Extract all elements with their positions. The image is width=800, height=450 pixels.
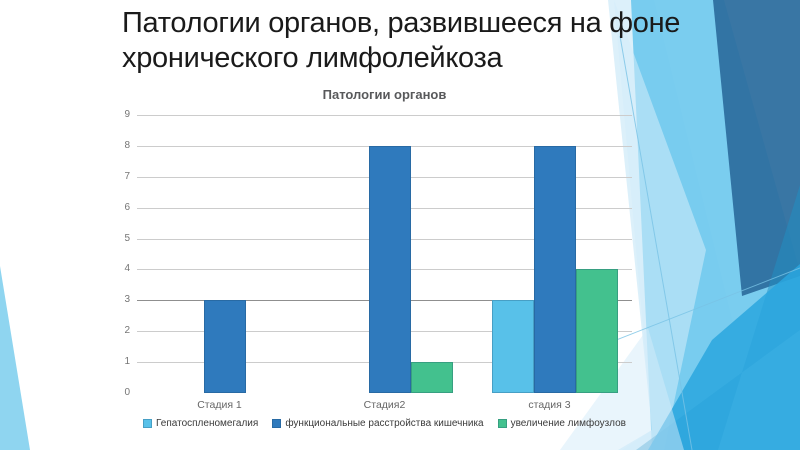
y-tick-label: 4 (124, 263, 130, 275)
chart-title: Патологии органов (322, 87, 447, 102)
legend-swatch (272, 419, 282, 428)
slide-title: Патологии органов, развившееся на фоне х… (122, 7, 681, 75)
y-tick-label: 9 (124, 109, 130, 120)
legend-label: увеличение лимфоузлов (510, 418, 626, 429)
legend-swatch (497, 419, 507, 428)
y-tick-label: 6 (124, 201, 130, 213)
x-category-label: Стадия2 (363, 399, 406, 411)
legend-label: функциональные расстройства кишечника (285, 418, 484, 429)
bar (491, 300, 534, 393)
legend-swatch (143, 419, 153, 428)
legend-item: функциональные расстройства кишечника (272, 418, 484, 429)
y-tick-label: 1 (124, 356, 130, 368)
y-tick-label: 2 (124, 325, 130, 337)
x-category-label: стадия 3 (528, 399, 571, 411)
y-tick-label: 3 (124, 294, 130, 306)
x-category-label: Стадия 1 (197, 399, 242, 411)
gridline (137, 115, 632, 116)
legend-item: Гепатоспленомегалия (143, 418, 258, 429)
bar (410, 362, 453, 393)
y-tick-label: 8 (124, 139, 130, 151)
legend-label: Гепатоспленомегалия (156, 418, 259, 429)
y-tick-label: 0 (124, 387, 130, 398)
bar (575, 269, 618, 393)
bar (533, 145, 576, 393)
bar (203, 300, 246, 393)
chart-legend: Гепатоспленомегалия функциональные расстр… (117, 418, 652, 429)
y-tick-label: 5 (124, 232, 130, 244)
bar (368, 145, 411, 393)
y-tick-label: 7 (124, 170, 130, 182)
legend-item: увеличение лимфоузлов (497, 418, 626, 429)
